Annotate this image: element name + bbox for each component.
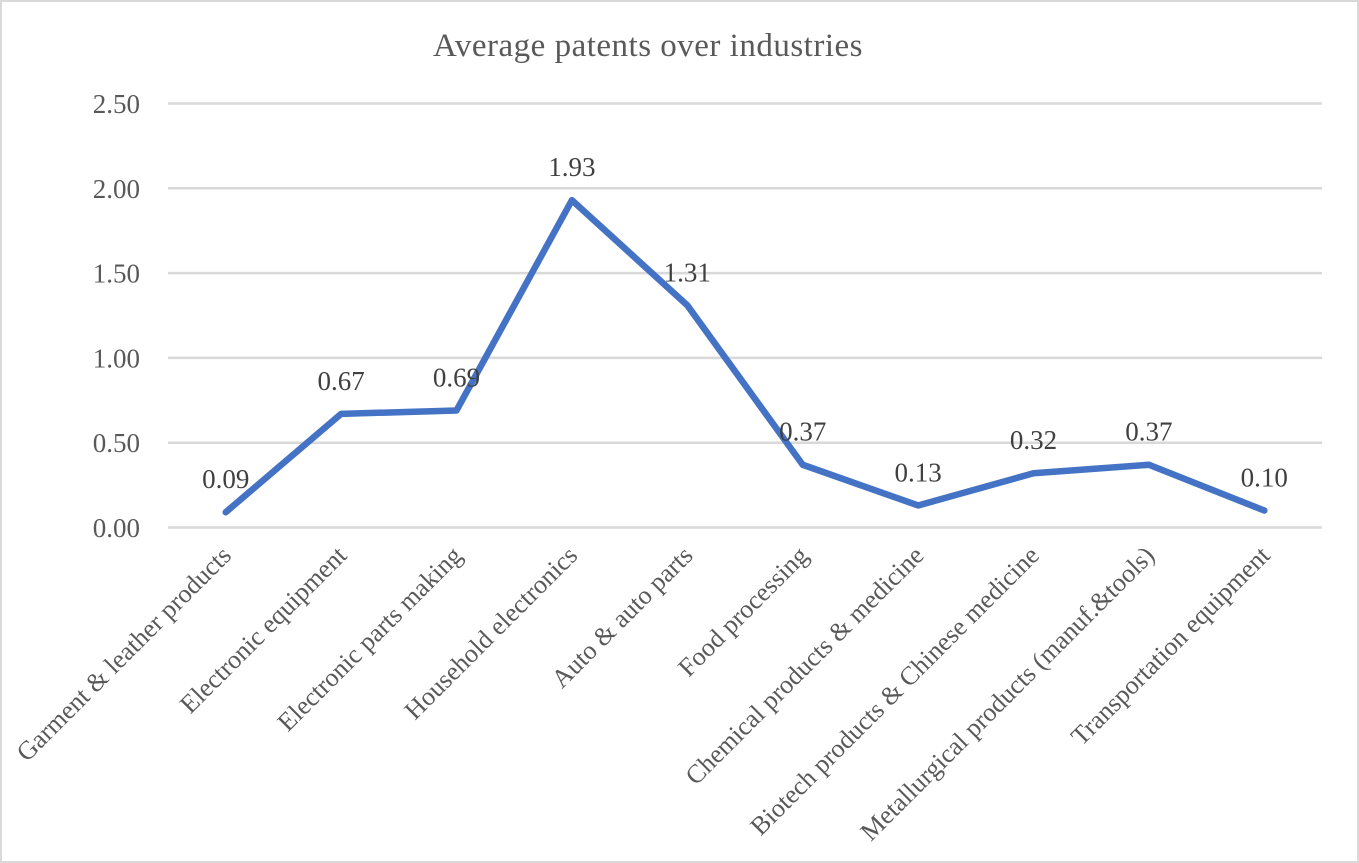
- data-label: 0.32: [1010, 425, 1057, 455]
- data-label: 0.67: [317, 366, 364, 396]
- data-label: 0.69: [433, 362, 480, 392]
- y-axis-tick-label: 1.50: [93, 259, 140, 289]
- x-category-label: Chemical products & medicine: [680, 541, 930, 791]
- y-axis-tick-label: 2.00: [93, 174, 140, 204]
- y-axis-tick-label: 1.00: [93, 343, 140, 373]
- x-category-label: Garment & leather products: [11, 541, 237, 767]
- data-label: 0.37: [1125, 417, 1172, 447]
- data-label: 0.10: [1241, 463, 1288, 493]
- chart-title: Average patents over industries: [433, 28, 863, 64]
- data-label: 0.09: [202, 464, 249, 494]
- data-label: 0.37: [779, 417, 826, 447]
- data-label: 0.13: [894, 457, 941, 487]
- y-axis-tick-label: 0.00: [93, 513, 140, 543]
- data-label: 1.31: [664, 257, 711, 287]
- x-category-label: Transportation equipment: [1065, 540, 1276, 751]
- data-label: 1.93: [548, 152, 595, 182]
- data-series-line: [222, 196, 1268, 516]
- y-axis-tick-label: 0.50: [93, 428, 140, 458]
- y-axis-tick-label: 2.50: [93, 89, 140, 119]
